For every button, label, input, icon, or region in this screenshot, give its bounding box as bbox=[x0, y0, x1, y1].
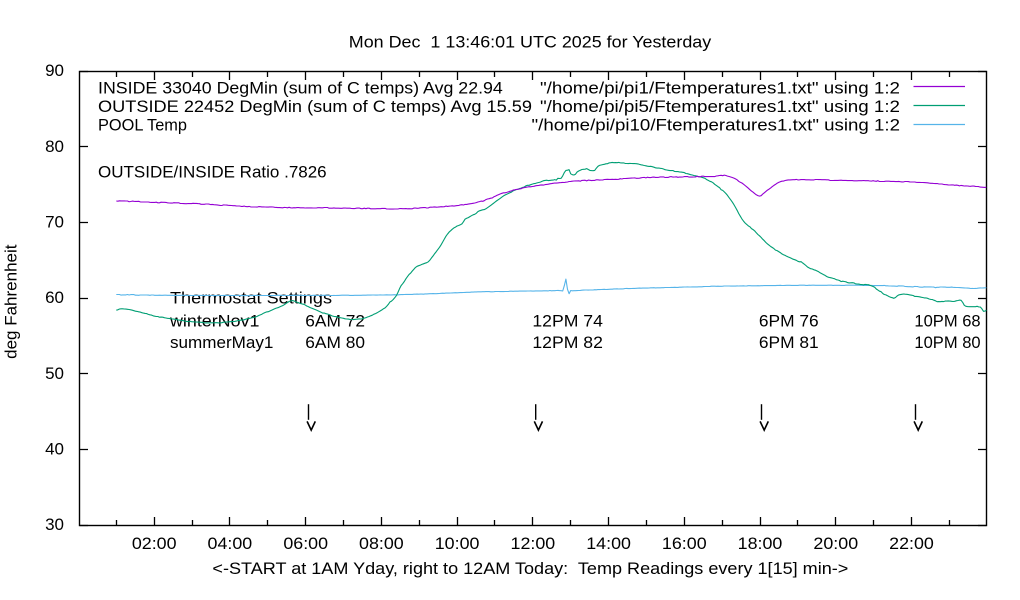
svg-text:20:00: 20:00 bbox=[813, 534, 858, 553]
svg-text:winterNov1: winterNov1 bbox=[169, 312, 259, 331]
svg-text:12PM 82: 12PM 82 bbox=[532, 333, 603, 352]
svg-text:6PM 81: 6PM 81 bbox=[759, 333, 819, 352]
svg-text:50: 50 bbox=[45, 364, 64, 383]
svg-text:70: 70 bbox=[45, 212, 64, 231]
svg-text:12:00: 12:00 bbox=[511, 534, 556, 553]
svg-text:"/home/pi/pi5/Ftemperatures1.t: "/home/pi/pi5/Ftemperatures1.txt" using … bbox=[540, 97, 900, 116]
svg-text:90: 90 bbox=[45, 61, 64, 80]
svg-text:60: 60 bbox=[45, 288, 64, 307]
svg-text:04:00: 04:00 bbox=[208, 534, 253, 553]
svg-text:06:00: 06:00 bbox=[283, 534, 328, 553]
svg-text:summerMay1: summerMay1 bbox=[170, 333, 273, 352]
svg-text:10PM 80: 10PM 80 bbox=[914, 333, 980, 352]
svg-text:14:00: 14:00 bbox=[586, 534, 631, 553]
svg-text:OUTSIDE 22452 DegMin (sum of C: OUTSIDE 22452 DegMin (sum of C temps) Av… bbox=[98, 97, 532, 116]
svg-text:22:00: 22:00 bbox=[889, 534, 934, 553]
svg-text:6PM 76: 6PM 76 bbox=[759, 312, 819, 331]
svg-text:"/home/pi/pi10/Ftemperatures1.: "/home/pi/pi10/Ftemperatures1.txt" using… bbox=[532, 116, 901, 135]
svg-text:6AM 80: 6AM 80 bbox=[305, 333, 365, 352]
svg-text:30: 30 bbox=[45, 515, 64, 534]
svg-text:10PM 68: 10PM 68 bbox=[914, 312, 980, 331]
svg-text:INSIDE 33040 DegMin (sum of C: INSIDE 33040 DegMin (sum of C temps) Avg… bbox=[98, 78, 503, 97]
svg-text:deg Fahrenheit: deg Fahrenheit bbox=[2, 244, 21, 359]
svg-text:OUTSIDE/INSIDE Ratio .7826: OUTSIDE/INSIDE Ratio .7826 bbox=[98, 163, 327, 182]
svg-text:10:00: 10:00 bbox=[435, 534, 480, 553]
svg-text:Thermostat Settings: Thermostat Settings bbox=[170, 289, 332, 308]
svg-text:40: 40 bbox=[45, 439, 64, 458]
svg-text:02:00: 02:00 bbox=[132, 534, 177, 553]
svg-text:18:00: 18:00 bbox=[738, 534, 783, 553]
svg-text:6AM 72: 6AM 72 bbox=[305, 312, 365, 331]
svg-text:12PM 74: 12PM 74 bbox=[532, 312, 603, 331]
svg-text:<-START at 1AM Yday, right to: <-START at 1AM Yday, right to 12AM Today… bbox=[212, 559, 848, 578]
svg-text:80: 80 bbox=[45, 137, 64, 156]
svg-text:POOL Temp: POOL Temp bbox=[98, 116, 187, 135]
svg-text:"/home/pi/pi1/Ftemperatures1.t: "/home/pi/pi1/Ftemperatures1.txt" using … bbox=[540, 78, 900, 97]
svg-text:Mon Dec 1 13:46:01 UTC 2025 f: Mon Dec 1 13:46:01 UTC 2025 for Yesterda… bbox=[349, 32, 712, 51]
svg-text:08:00: 08:00 bbox=[359, 534, 404, 553]
svg-text:16:00: 16:00 bbox=[662, 534, 707, 553]
